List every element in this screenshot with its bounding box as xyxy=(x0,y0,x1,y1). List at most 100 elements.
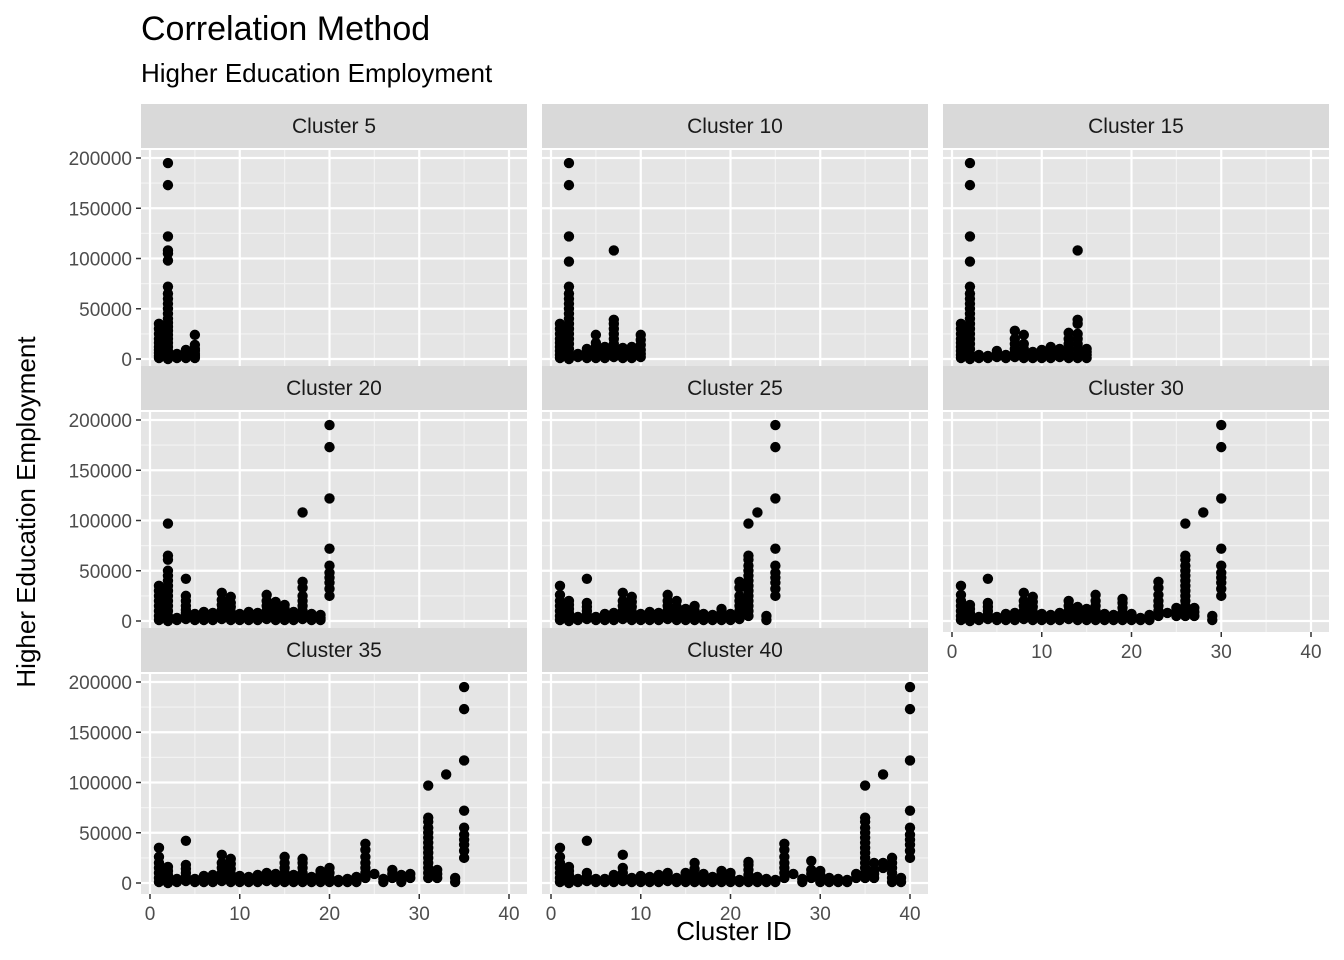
chart-subtitle: Higher Education Employment xyxy=(141,58,493,88)
data-point xyxy=(458,822,470,833)
data-point xyxy=(162,245,174,256)
data-point xyxy=(877,857,889,869)
y-tick-label: 50000 xyxy=(79,562,132,583)
data-point xyxy=(973,349,985,361)
facet-strip-label: Cluster 30 xyxy=(1088,377,1184,400)
data-point xyxy=(279,851,290,863)
data-point xyxy=(440,769,452,780)
data-point xyxy=(1153,576,1164,588)
data-point xyxy=(904,755,916,766)
data-point xyxy=(716,865,727,877)
data-point xyxy=(734,874,745,886)
facet-panel: Cluster 35 0 50000 100000 150000 200000 0 10 20 3… xyxy=(69,628,527,925)
data-point xyxy=(734,590,745,602)
data-point xyxy=(653,607,664,619)
data-point xyxy=(626,341,637,353)
data-point xyxy=(895,872,907,884)
data-point xyxy=(180,590,192,602)
data-point xyxy=(991,611,1003,623)
data-point xyxy=(797,873,808,885)
data-point xyxy=(279,599,290,611)
data-point xyxy=(671,595,682,607)
data-point xyxy=(815,865,826,877)
data-point xyxy=(189,339,201,351)
data-point xyxy=(617,595,628,607)
data-point xyxy=(563,861,575,873)
facet-strip-label: Cluster 35 xyxy=(286,639,382,662)
data-point xyxy=(324,560,335,571)
data-point xyxy=(1009,333,1021,345)
data-point xyxy=(581,835,593,846)
data-point xyxy=(617,862,628,874)
facet-strip xyxy=(943,366,1329,410)
data-point xyxy=(315,609,326,621)
data-point xyxy=(1054,607,1065,619)
data-point xyxy=(868,857,880,869)
data-point xyxy=(1018,587,1029,599)
data-point xyxy=(1099,608,1110,620)
data-point xyxy=(850,868,862,880)
data-point xyxy=(234,608,245,620)
y-tick-label: 50000 xyxy=(79,300,132,321)
data-point xyxy=(153,318,165,330)
data-point xyxy=(590,337,602,349)
data-point xyxy=(617,587,628,599)
data-point xyxy=(964,157,976,169)
data-point xyxy=(1081,343,1092,355)
data-point xyxy=(324,493,335,504)
data-point xyxy=(198,606,210,618)
data-point xyxy=(689,857,700,869)
facet-panel: Cluster 15 xyxy=(943,104,1329,370)
data-point xyxy=(315,865,326,877)
data-point xyxy=(1216,441,1227,453)
data-point xyxy=(1063,327,1074,339)
data-point xyxy=(806,864,817,876)
data-point xyxy=(180,835,192,846)
facet-strip xyxy=(542,628,928,672)
data-point xyxy=(752,507,763,518)
data-point xyxy=(572,348,584,360)
data-point xyxy=(955,589,967,601)
data-point xyxy=(342,873,353,885)
data-point xyxy=(270,868,281,880)
y-tick-label: 150000 xyxy=(69,723,132,744)
data-point xyxy=(1216,419,1227,431)
data-point xyxy=(761,610,772,622)
data-point xyxy=(770,543,781,554)
data-point xyxy=(563,157,575,169)
data-point xyxy=(635,329,646,341)
data-point xyxy=(207,607,219,619)
data-point xyxy=(162,281,174,292)
data-point xyxy=(1216,543,1227,554)
data-point xyxy=(171,348,183,360)
y-tick-label: 150000 xyxy=(69,199,132,220)
data-point xyxy=(458,805,470,816)
data-point xyxy=(1072,328,1083,340)
data-point xyxy=(554,851,566,863)
data-point xyxy=(1027,591,1038,603)
data-point xyxy=(1072,601,1083,613)
data-point xyxy=(189,608,201,620)
data-point xyxy=(770,493,781,504)
facet-strip xyxy=(141,628,527,672)
facet-panel: Cluster 40 0 10 20 30 40 xyxy=(542,628,928,925)
data-point xyxy=(324,441,335,453)
data-point xyxy=(581,573,593,584)
data-point xyxy=(680,867,691,879)
facet-strip-label: Cluster 15 xyxy=(1088,115,1184,138)
data-point xyxy=(955,318,967,330)
data-point xyxy=(563,231,575,242)
data-point xyxy=(1189,602,1200,614)
data-point xyxy=(716,603,727,615)
x-tick-label: 0 xyxy=(947,642,958,663)
data-point xyxy=(644,871,655,883)
data-point xyxy=(581,343,593,355)
data-point xyxy=(180,573,192,584)
data-point xyxy=(1072,245,1083,256)
data-point xyxy=(833,873,844,885)
data-point xyxy=(563,595,575,607)
data-point xyxy=(1216,560,1227,571)
data-point xyxy=(306,871,317,883)
x-tick-label: 20 xyxy=(1121,642,1142,663)
